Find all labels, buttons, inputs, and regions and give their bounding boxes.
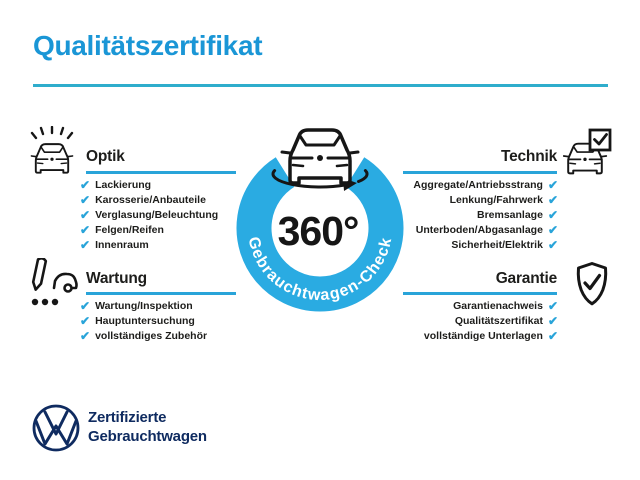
check-icon: ✔ xyxy=(547,328,558,343)
checklist-item: ✔ vollständiges Zubehör xyxy=(80,328,208,343)
checklist-item: Qualitätszertifikat ✔ xyxy=(454,313,558,328)
checklist-item: ✔ Wartung/Inspektion xyxy=(80,298,207,313)
checklist-item: ✔ Felgen/Reifen xyxy=(80,222,218,237)
checklist-item: Unterboden/Abgasanlage ✔ xyxy=(415,222,558,237)
check-icon: ✔ xyxy=(80,237,91,252)
brand-text: Zertifizierte Gebrauchtwagen xyxy=(88,408,207,446)
section-underline xyxy=(86,292,236,295)
shield-check-icon xyxy=(576,262,608,306)
ring xyxy=(236,157,404,312)
checklist-item: ✔ Innenraum xyxy=(80,237,218,252)
service-checklist-icon xyxy=(31,258,78,306)
wartung-checklist: ✔ Wartung/Inspektion ✔ Hauptuntersuchung… xyxy=(80,298,208,343)
checklist-item-label: Karosserie/Anbauteile xyxy=(95,193,206,206)
check-icon: ✔ xyxy=(547,192,558,207)
check-icon: ✔ xyxy=(547,298,558,313)
section-title-technik: Technik xyxy=(500,148,557,165)
check-icon: ✔ xyxy=(547,313,558,328)
checklist-item-label: Bremsanlage xyxy=(476,208,543,221)
degrees-label: 360° xyxy=(278,208,359,254)
brand-line1: Zertifizierte xyxy=(88,409,167,426)
checklist-item-label: Aggregate/Antriebsstrang xyxy=(413,178,543,191)
checklist-item: Bremsanlage ✔ xyxy=(476,207,558,222)
brand-line2: Gebrauchtwagen xyxy=(88,428,207,445)
checklist-item-label: Wartung/Inspektion xyxy=(95,299,193,312)
360-check-badge: 360° Gebrauchtwagen-Check xyxy=(236,128,404,312)
check-icon: ✔ xyxy=(547,177,558,192)
checklist-item-label: Felgen/Reifen xyxy=(95,223,164,236)
check-icon: ✔ xyxy=(80,192,91,207)
checklist-item-label: Hauptuntersuchung xyxy=(95,314,195,327)
checklist-item: ✔ Lackierung xyxy=(80,177,218,192)
check-icon: ✔ xyxy=(80,298,91,313)
title-divider xyxy=(33,84,608,87)
page-title: Qualitätszertifikat xyxy=(33,30,263,61)
checklist-item: ✔ Verglasung/Beleuchtung xyxy=(80,207,219,222)
technik-checklist: Aggregate/Antriebsstrang ✔ Lenkung/Fahrw… xyxy=(413,177,558,252)
section-underline xyxy=(86,171,236,174)
checklist-item: Sicherheit/Elektrik ✔ xyxy=(451,237,558,252)
optik-checklist: ✔ Lackierung ✔ Karosserie/Anbauteile ✔ V… xyxy=(80,177,219,252)
section-underline xyxy=(403,171,557,174)
car-checkbox-icon xyxy=(563,128,612,175)
checklist-item: Lenkung/Fahrwerk ✔ xyxy=(449,192,558,207)
checklist-item: Aggregate/Antriebsstrang ✔ xyxy=(413,177,558,192)
checklist-item-label: Lenkung/Fahrwerk xyxy=(449,193,543,206)
check-icon: ✔ xyxy=(80,207,91,222)
checklist-item: ✔ Hauptuntersuchung xyxy=(80,313,207,328)
check-icon: ✔ xyxy=(80,328,91,343)
checklist-item: ✔ Karosserie/Anbauteile xyxy=(80,192,218,207)
check-icon: ✔ xyxy=(80,177,91,192)
section-title-garantie: Garantie xyxy=(495,270,557,287)
check-icon: ✔ xyxy=(80,313,91,328)
check-icon: ✔ xyxy=(547,222,558,237)
checklist-item: vollständige Unterlagen ✔ xyxy=(423,328,558,343)
checklist-item-label: Lackierung xyxy=(95,178,152,191)
garantie-checklist: Garantienachweis ✔ Qualitätszertifikat ✔… xyxy=(423,298,558,343)
checklist-item-label: vollständiges Zubehör xyxy=(95,329,208,342)
checklist-item-label: Garantienachweis xyxy=(453,299,543,312)
checklist-item-label: Verglasung/Beleuchtung xyxy=(95,208,219,221)
check-icon: ✔ xyxy=(547,207,558,222)
checklist-item: Garantienachweis ✔ xyxy=(453,298,558,313)
check-icon: ✔ xyxy=(80,222,91,237)
section-title-wartung: Wartung xyxy=(86,270,147,287)
section-title-optik: Optik xyxy=(86,148,125,165)
checklist-item-label: Unterboden/Abgasanlage xyxy=(415,223,543,236)
checklist-item-label: Sicherheit/Elektrik xyxy=(451,238,543,251)
checklist-item-label: Qualitätszertifikat xyxy=(454,314,543,327)
vw-logo-icon xyxy=(32,404,80,452)
section-underline xyxy=(403,292,557,295)
checklist-item-label: Innenraum xyxy=(95,238,149,251)
check-icon: ✔ xyxy=(547,237,558,252)
shining-car-icon xyxy=(30,126,74,174)
checklist-item-label: vollständige Unterlagen xyxy=(423,329,543,342)
